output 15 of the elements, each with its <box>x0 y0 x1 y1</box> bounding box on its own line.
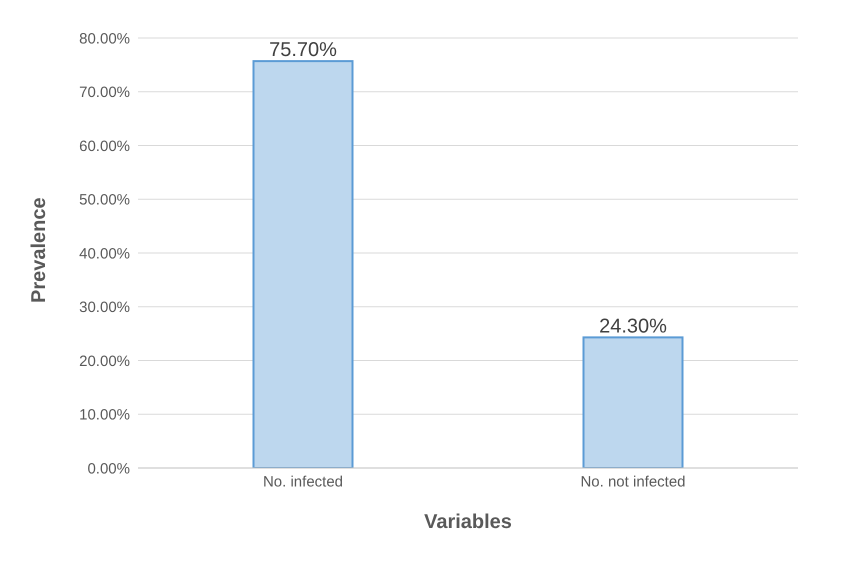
y-tick-label: 60.00% <box>79 138 130 155</box>
y-tick-label: 10.00% <box>79 406 130 424</box>
y-tick-label: 40.00% <box>79 245 130 262</box>
y-tick-label: 80.00% <box>79 30 130 48</box>
data-label: 75.70% <box>269 39 338 62</box>
data-label: 24.30% <box>599 315 668 338</box>
y-tick-label: 50.00% <box>79 192 130 209</box>
y-tick-label: 70.00% <box>79 84 130 102</box>
y-tick-label: 20.00% <box>79 352 130 370</box>
y-axis-title: Prevalence <box>28 197 50 303</box>
x-axis-title: Variables <box>424 511 512 533</box>
y-tick-label: 0.00% <box>87 460 130 478</box>
x-tick-label: No. infected <box>262 474 344 491</box>
x-tick-label: No. not infected <box>580 474 686 491</box>
y-tick-label: 30.00% <box>79 299 130 316</box>
